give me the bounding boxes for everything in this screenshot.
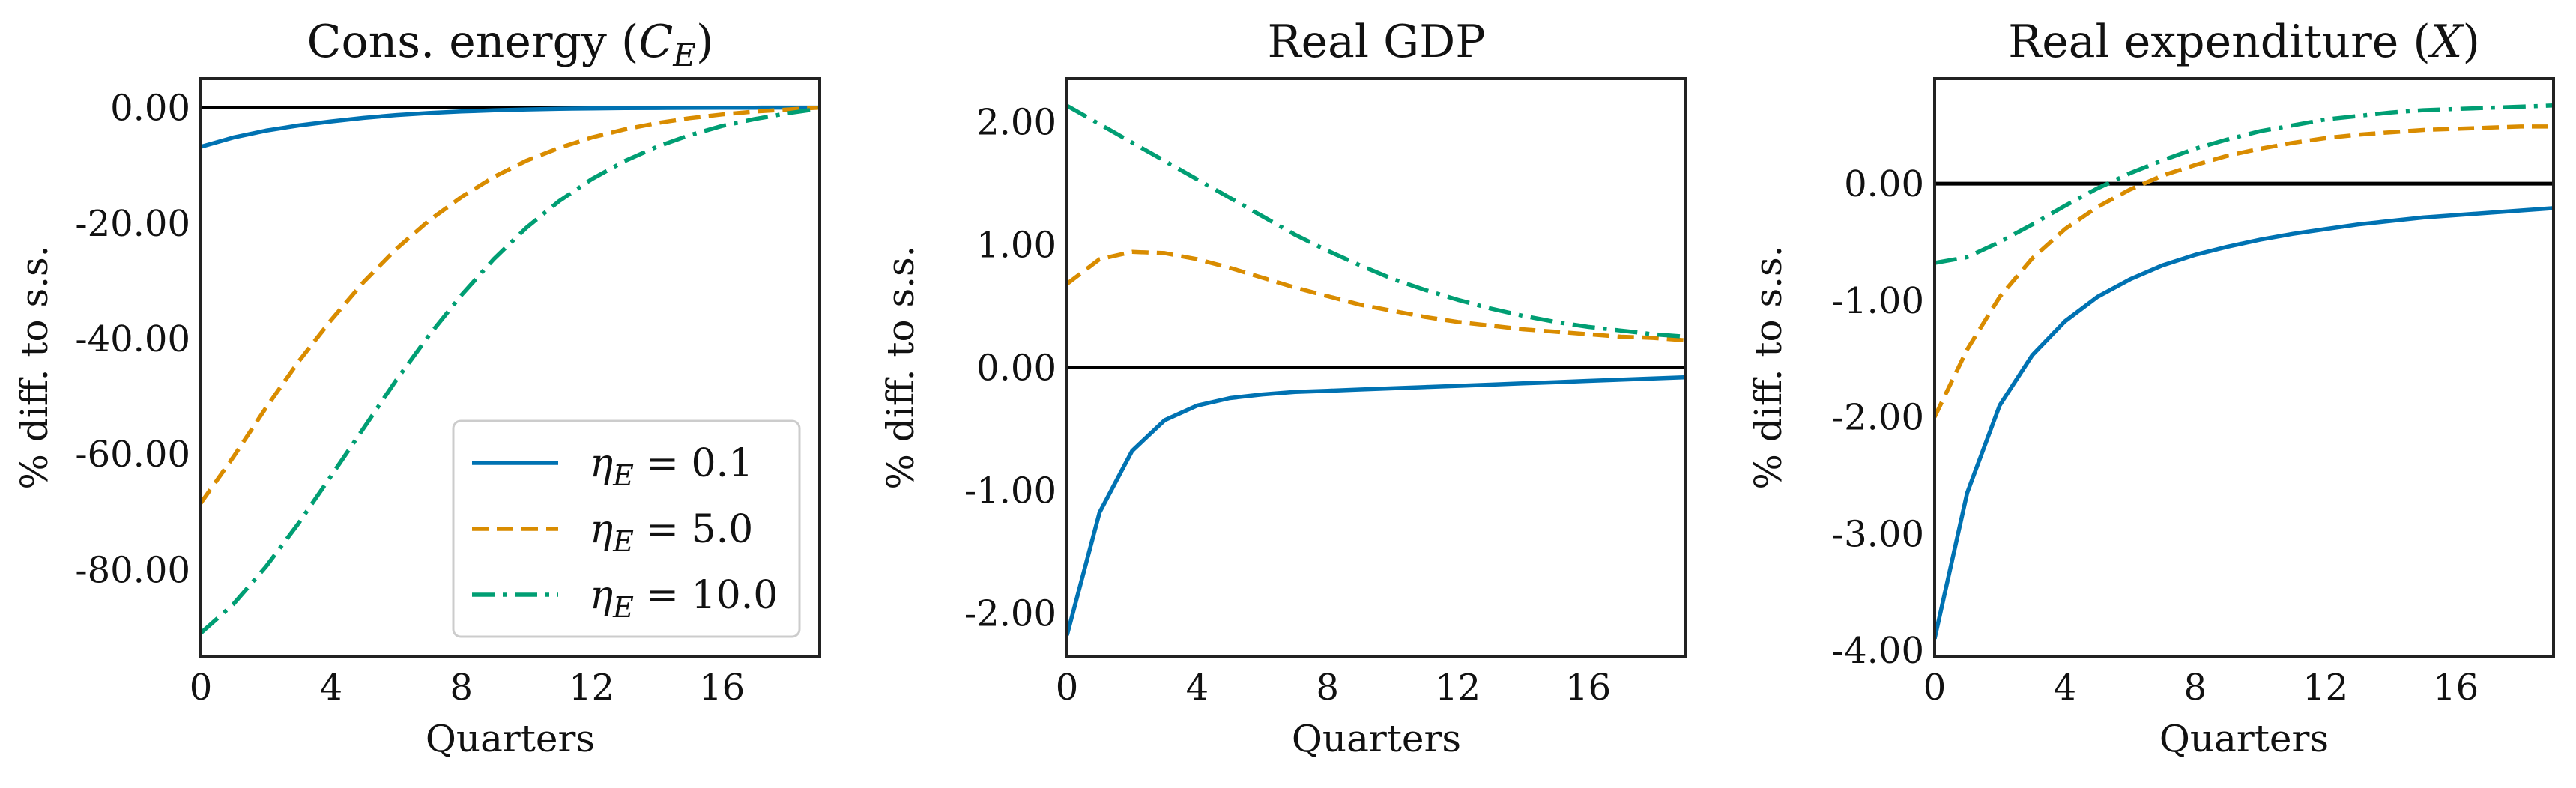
x-tick-label: 4 — [1186, 667, 1209, 709]
series-line-1 — [201, 105, 820, 149]
y-tick-label: 0.00 — [110, 88, 190, 130]
x-tick-label: 8 — [450, 667, 474, 709]
y-tick-label: -80.00 — [75, 549, 190, 591]
y-tick-label: 0.00 — [976, 348, 1056, 390]
axes-frame — [1065, 77, 1687, 658]
series-line-2 — [1067, 249, 1686, 343]
legend-label: ηE = 0.1 — [590, 441, 753, 492]
y-tick-label: 1.00 — [976, 224, 1056, 266]
y-tick-label: -3.00 — [1832, 513, 1924, 555]
x-tick-label: 12 — [2303, 667, 2348, 709]
y-tick-label: -1.00 — [964, 470, 1056, 512]
x-tick-label: 8 — [2184, 667, 2207, 709]
y-tick-label: -2.00 — [964, 593, 1056, 635]
legend-box — [452, 419, 801, 638]
chart-panel-1: 0 4 8 12 16 0.00 -20.00 -40.00 -60.00 -80.00 Cons.… — [13, 16, 821, 760]
series-line-1 — [1067, 375, 1686, 636]
x-tick-label: 16 — [699, 667, 745, 709]
y-axis-label: % diff. to s.s. — [879, 245, 922, 489]
series-line-1 — [1935, 206, 2554, 640]
series-line-2 — [201, 105, 820, 505]
chart-title: Cons. energy (CE) — [307, 16, 714, 73]
chart-title: Real GDP — [1267, 16, 1485, 68]
x-tick-label: 16 — [1565, 667, 1611, 709]
y-tick-label: -60.00 — [75, 434, 190, 476]
legend-label: ηE = 10.0 — [590, 573, 778, 624]
y-axis-label: % diff. to s.s. — [13, 245, 56, 489]
x-tick-label: 16 — [2433, 667, 2479, 709]
y-tick-label: 2.00 — [976, 101, 1056, 143]
y-tick-label: -40.00 — [75, 318, 190, 360]
y-axis-label: % diff. to s.s. — [1747, 245, 1790, 489]
legend-label: ηE = 5.0 — [590, 507, 753, 558]
legend: ηE = 0.1 ηE = 5.0 ηE = 10.0 — [452, 419, 801, 638]
chart-panel-2: 0 4 8 12 16 2.00 1.00 0.00 -1.00 -2.00 Real GDP Qua… — [879, 16, 1687, 760]
y-tick-label: -4.00 — [1832, 630, 1924, 672]
x-tick-label: 4 — [2054, 667, 2077, 709]
x-tick-label: 8 — [1316, 667, 1340, 709]
series-line-3 — [201, 106, 820, 635]
y-tick-label: -2.00 — [1832, 397, 1924, 439]
axes-frame — [1933, 77, 2555, 658]
series-line-3 — [1067, 103, 1686, 339]
x-tick-label: 12 — [1435, 667, 1481, 709]
x-tick-label: 4 — [320, 667, 343, 709]
x-tick-label: 0 — [190, 667, 213, 709]
x-tick-label: 0 — [1056, 667, 1079, 709]
chart-title: Real expenditure (X) — [2008, 16, 2480, 68]
y-tick-label: -20.00 — [75, 203, 190, 245]
x-axis-label: Quarters — [2159, 717, 2329, 760]
x-tick-label: 0 — [1923, 667, 1947, 709]
x-axis-label: Quarters — [426, 717, 595, 760]
x-axis-label: Quarters — [1292, 717, 1461, 760]
series-line-2 — [1935, 124, 2554, 418]
chart-panel-3: 0 4 8 12 16 0.00 -1.00 -2.00 -3.00 -4.00 Real expe… — [1747, 16, 2555, 760]
x-tick-label: 12 — [569, 667, 614, 709]
y-tick-label: 0.00 — [1844, 163, 1924, 205]
y-tick-label: -1.00 — [1832, 280, 1924, 322]
series-line-3 — [1935, 103, 2554, 265]
axes-frame — [199, 77, 821, 658]
